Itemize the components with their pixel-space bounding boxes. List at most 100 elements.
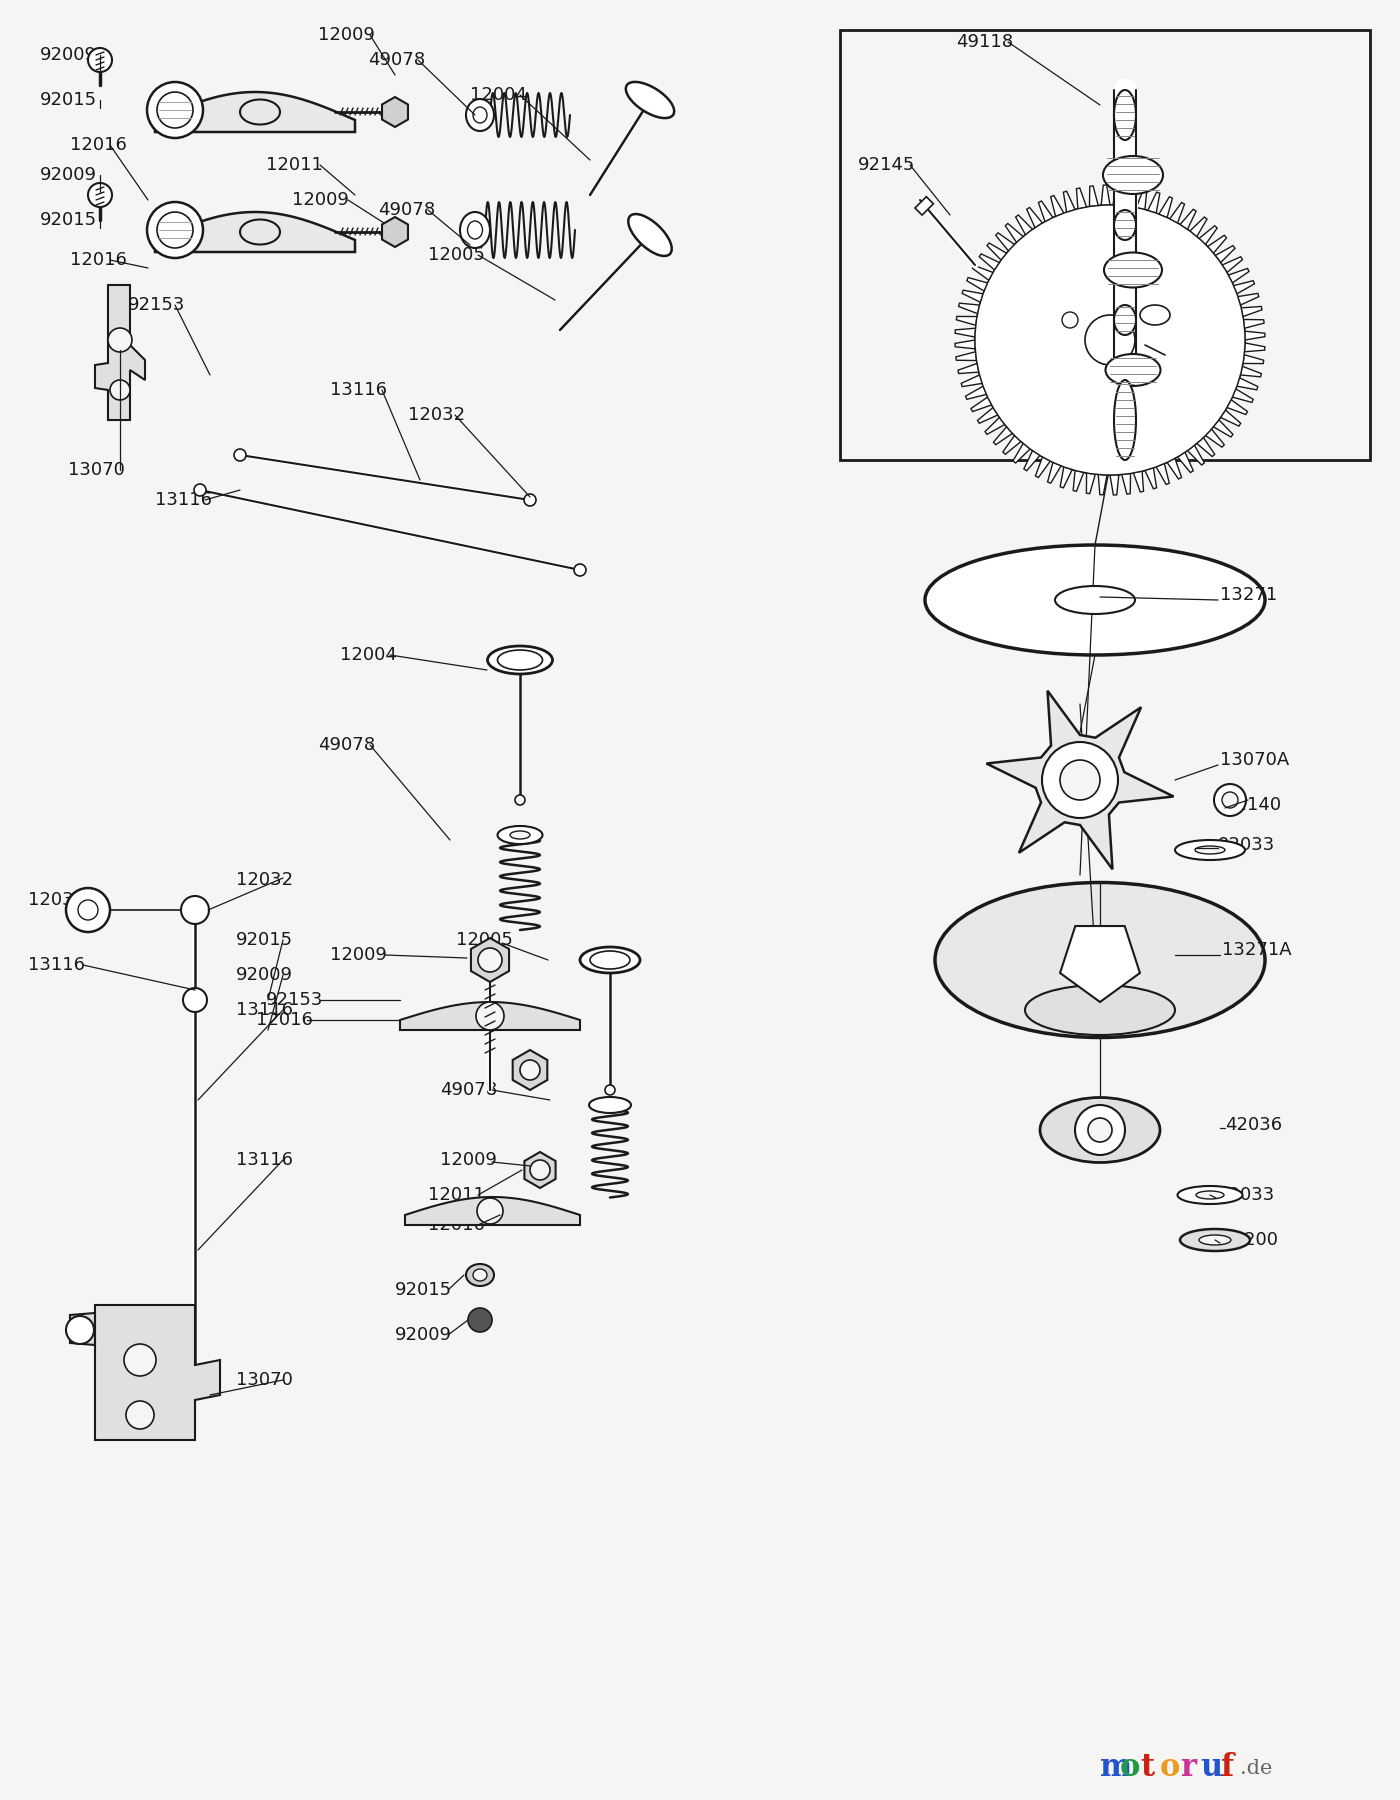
Ellipse shape (487, 646, 553, 673)
Circle shape (88, 49, 112, 72)
Text: 13271: 13271 (1219, 587, 1277, 605)
Text: 92153: 92153 (266, 992, 323, 1010)
Text: u: u (1200, 1753, 1222, 1784)
Text: 92153: 92153 (127, 295, 185, 313)
Circle shape (574, 563, 587, 576)
Text: 13116: 13116 (237, 1001, 293, 1019)
Polygon shape (382, 97, 407, 128)
Text: 12016: 12016 (256, 1012, 312, 1030)
Ellipse shape (925, 545, 1266, 655)
Ellipse shape (239, 220, 280, 245)
Circle shape (108, 328, 132, 353)
Text: 12005: 12005 (428, 247, 484, 265)
Polygon shape (405, 1197, 580, 1226)
Circle shape (531, 1159, 550, 1181)
Text: 13070: 13070 (69, 461, 125, 479)
Circle shape (1222, 792, 1238, 808)
Circle shape (1063, 311, 1078, 328)
Ellipse shape (510, 832, 531, 839)
Circle shape (524, 493, 536, 506)
Ellipse shape (1114, 380, 1135, 461)
Text: 13116: 13116 (330, 382, 386, 400)
Ellipse shape (473, 1269, 487, 1282)
Text: 92200: 92200 (1222, 1231, 1280, 1249)
Text: 92140: 92140 (1225, 796, 1282, 814)
Text: 49078: 49078 (440, 1082, 497, 1100)
Polygon shape (155, 92, 356, 131)
Circle shape (1075, 1105, 1126, 1156)
Text: 13271A: 13271A (1222, 941, 1292, 959)
Polygon shape (512, 1049, 547, 1091)
Text: 49118: 49118 (956, 32, 1014, 50)
Ellipse shape (589, 1096, 631, 1112)
Text: 12004: 12004 (340, 646, 396, 664)
Circle shape (195, 484, 206, 497)
Circle shape (974, 205, 1245, 475)
Circle shape (1060, 760, 1100, 799)
Text: 92009: 92009 (41, 166, 97, 184)
Ellipse shape (1114, 90, 1135, 140)
Ellipse shape (497, 826, 543, 844)
Text: 12004: 12004 (470, 86, 526, 104)
Circle shape (234, 448, 246, 461)
Text: 92015: 92015 (41, 211, 97, 229)
Text: 92015: 92015 (237, 931, 293, 949)
Text: m: m (1100, 1753, 1133, 1784)
Ellipse shape (1040, 1098, 1161, 1163)
Text: 13116: 13116 (155, 491, 211, 509)
Circle shape (1088, 1118, 1112, 1141)
Circle shape (78, 900, 98, 920)
Text: 13070A: 13070A (1219, 751, 1289, 769)
Circle shape (88, 184, 112, 207)
Text: 12016: 12016 (70, 137, 127, 155)
Text: 49078: 49078 (378, 202, 435, 220)
Text: 49078: 49078 (368, 50, 426, 68)
Circle shape (126, 1400, 154, 1429)
Circle shape (519, 1060, 540, 1080)
Text: 92009: 92009 (395, 1327, 452, 1345)
Polygon shape (382, 218, 407, 247)
Ellipse shape (497, 650, 543, 670)
Text: o: o (1161, 1753, 1180, 1784)
Ellipse shape (1114, 304, 1135, 335)
Circle shape (477, 949, 503, 972)
Text: 49078: 49078 (318, 736, 375, 754)
Ellipse shape (1177, 1186, 1243, 1204)
Text: 92033: 92033 (1218, 1186, 1275, 1204)
Text: 12009: 12009 (440, 1150, 497, 1168)
Circle shape (1134, 364, 1147, 376)
Circle shape (476, 1003, 504, 1030)
Text: 12009: 12009 (318, 25, 375, 43)
Polygon shape (1060, 925, 1140, 1003)
Ellipse shape (1175, 841, 1245, 860)
Text: 13116: 13116 (28, 956, 85, 974)
Circle shape (157, 92, 193, 128)
Circle shape (605, 1085, 615, 1094)
Ellipse shape (1056, 587, 1135, 614)
Circle shape (111, 380, 130, 400)
Circle shape (1042, 742, 1119, 817)
Ellipse shape (1140, 304, 1170, 326)
Polygon shape (987, 691, 1173, 869)
Circle shape (66, 1316, 94, 1345)
Ellipse shape (1196, 846, 1225, 853)
Polygon shape (95, 284, 146, 419)
Ellipse shape (466, 99, 494, 131)
Circle shape (1214, 785, 1246, 815)
Ellipse shape (1114, 211, 1135, 239)
Polygon shape (955, 185, 1266, 495)
Text: 13116: 13116 (237, 1150, 293, 1168)
Text: t: t (1140, 1753, 1154, 1784)
Ellipse shape (935, 882, 1266, 1037)
Ellipse shape (1103, 157, 1163, 194)
Text: 92033: 92033 (1218, 835, 1275, 853)
Polygon shape (70, 1305, 220, 1440)
Text: 42036: 42036 (1225, 1116, 1282, 1134)
Text: 12016: 12016 (70, 250, 127, 268)
Polygon shape (400, 1003, 580, 1030)
Bar (840, 31, 1371, 461)
Circle shape (183, 988, 207, 1012)
Text: r: r (1180, 1753, 1196, 1784)
Circle shape (1085, 315, 1135, 365)
Text: .de: .de (1240, 1759, 1273, 1778)
